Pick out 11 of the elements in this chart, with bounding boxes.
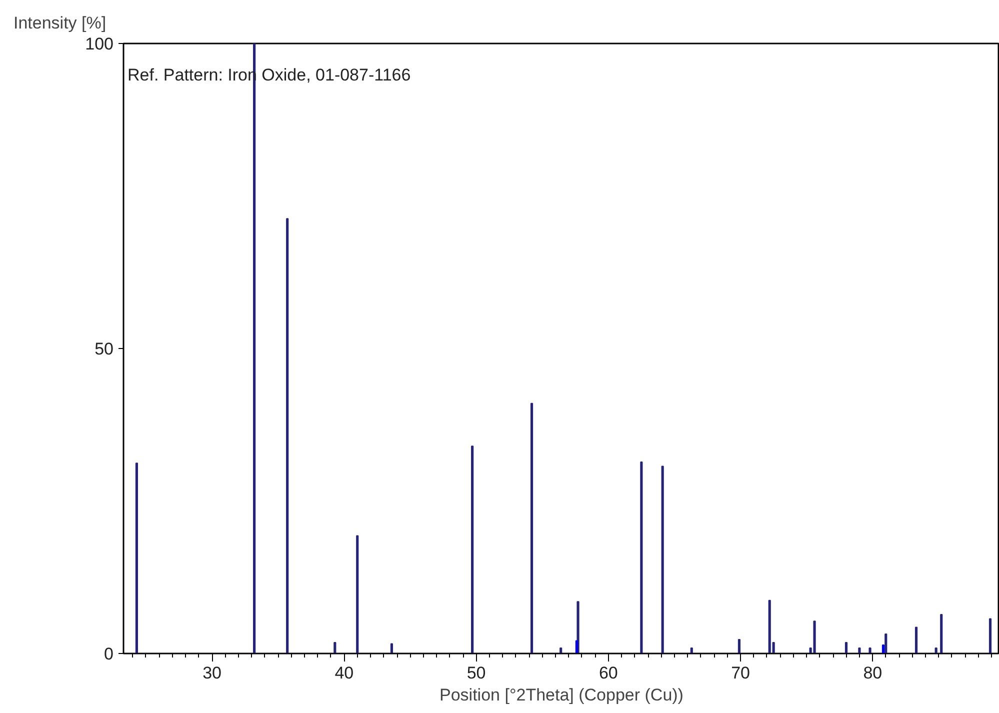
x-tick-label: 50 xyxy=(466,664,486,682)
x-tick-label: 60 xyxy=(598,664,618,682)
x-tick-label: 80 xyxy=(863,664,882,682)
x-tick-label: 70 xyxy=(731,664,750,682)
x-tick-label: 30 xyxy=(202,664,222,682)
y-tick-label: 100 xyxy=(85,34,114,54)
y-tick-label: 0 xyxy=(104,644,114,664)
x-axis-title: Position [°2Theta] (Copper (Cu)) xyxy=(440,686,684,704)
y-tick-label: 50 xyxy=(94,340,114,358)
y-axis-title: Intensity [%] xyxy=(14,14,106,32)
x-tick-label: 40 xyxy=(334,664,354,682)
